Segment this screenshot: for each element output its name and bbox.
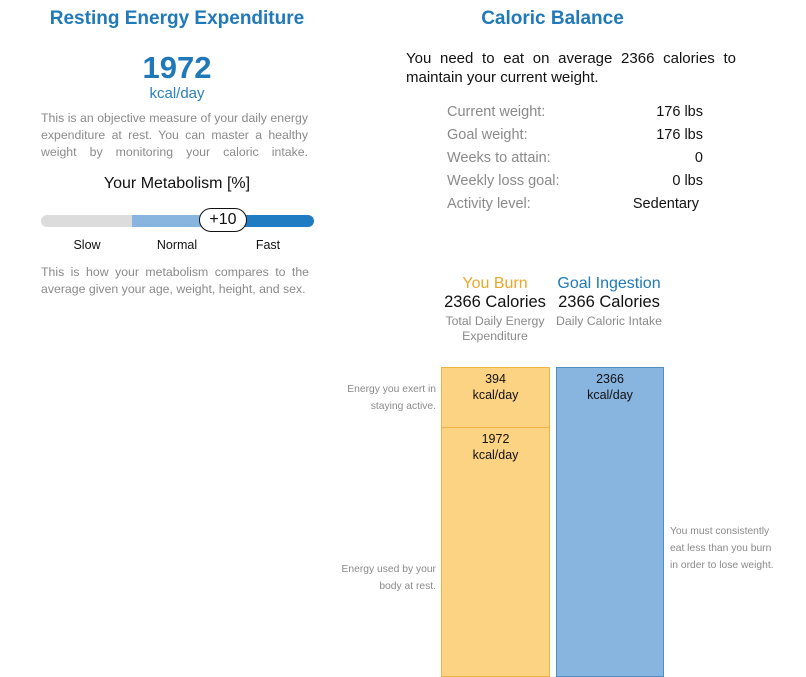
metabolism-slider[interactable] [41, 215, 314, 227]
stat-row-current-weight: Current weight: 176 lbs [447, 101, 703, 124]
bar-rest-value: 1972 [481, 432, 510, 446]
bar-caloric-intake: 2366 kcal/day [556, 367, 664, 677]
ree-unit: kcal/day [149, 85, 205, 102]
note-rest-line2: body at rest. [379, 581, 436, 592]
note-intake-line3: in order to lose weight. [670, 560, 774, 571]
stat-row-weekly-loss-goal: Weekly loss goal: 0 lbs [447, 170, 703, 193]
ree-description: This is an objective measure of your dai… [41, 111, 308, 159]
ree-value: 1972 [142, 50, 212, 85]
goal-calories: 2366 Calories [558, 293, 660, 311]
goal-title: Goal Ingestion [557, 275, 661, 292]
scale-label-slow: Slow [73, 238, 101, 252]
goal-desc: Daily Caloric Intake [556, 314, 662, 328]
balance-intro-line1: You need to eat on average 2366 calories… [406, 50, 736, 67]
stat-value: 0 lbs [672, 173, 703, 189]
burn-title: You Burn [462, 275, 528, 292]
metabolism-track [41, 215, 314, 227]
goal-header: Goal Ingestion 2366 Calories Daily Calor… [549, 275, 669, 329]
note-intake-line2: eat less than you burn [670, 543, 772, 554]
balance-intro: You need to eat on average 2366 calories… [406, 49, 736, 87]
note-resting-energy: Energy used by your body at rest. [316, 561, 436, 595]
bar-intake-unit: kcal/day [587, 388, 633, 402]
balance-intro-line2: maintain your current weight. [406, 69, 599, 86]
stat-label: Weeks to attain: [447, 150, 551, 166]
balance-title: Caloric Balance [481, 8, 624, 29]
stat-value: 176 lbs [656, 104, 703, 120]
scale-label-fast: Fast [255, 238, 281, 252]
stat-value: 0 [694, 150, 703, 166]
burn-header: You Burn 2366 Calories Total Daily Energ… [435, 275, 555, 344]
note-intake: You must consistently eat less than you … [670, 523, 804, 574]
note-active-energy: Energy you exert in staying active. [320, 381, 436, 415]
ree-title: Resting Energy Expenditure [49, 8, 305, 29]
note-active-line2: staying active. [370, 401, 436, 412]
stat-label: Current weight: [447, 104, 546, 120]
metabolism-description: This is how your metabolism compares to … [41, 265, 309, 296]
burn-desc-line2: Expenditure [462, 329, 528, 343]
burn-calories: 2366 Calories [444, 293, 546, 311]
note-active-line1: Energy you exert in [347, 384, 436, 395]
burn-desc-line1: Total Daily Energy [445, 314, 545, 328]
metabolism-thumb[interactable]: +10 [199, 208, 247, 232]
bar-active-value: 394 [485, 372, 506, 386]
bar-rest-unit: kcal/day [472, 448, 519, 462]
stat-value: Sedentary [632, 196, 699, 212]
stats-list: Current weight: 176 lbs Goal weight: 176… [447, 101, 703, 216]
note-intake-line1: You must consistently [670, 526, 770, 537]
bar-active-energy: 394 kcal/day [441, 367, 550, 428]
bar-resting-energy: 1972 kcal/day [441, 427, 550, 677]
stat-value: 176 lbs [656, 127, 703, 143]
bar-intake-value: 2366 [596, 372, 624, 386]
metabolism-title: Your Metabolism [%] [103, 175, 251, 192]
stat-row-goal-weight: Goal weight: 176 lbs [447, 124, 703, 147]
stat-row-weeks-to-attain: Weeks to attain: 0 [447, 147, 703, 170]
stat-label: Weekly loss goal: [447, 173, 560, 189]
track-segment-slow [41, 215, 132, 227]
stat-label: Activity level: [447, 196, 531, 212]
bar-active-unit: kcal/day [472, 388, 519, 402]
stat-row-activity-level: Activity level: Sedentary [447, 193, 703, 216]
scale-label-normal: Normal [156, 238, 198, 252]
stat-label: Goal weight: [447, 127, 528, 143]
note-rest-line1: Energy used by your [341, 564, 436, 575]
